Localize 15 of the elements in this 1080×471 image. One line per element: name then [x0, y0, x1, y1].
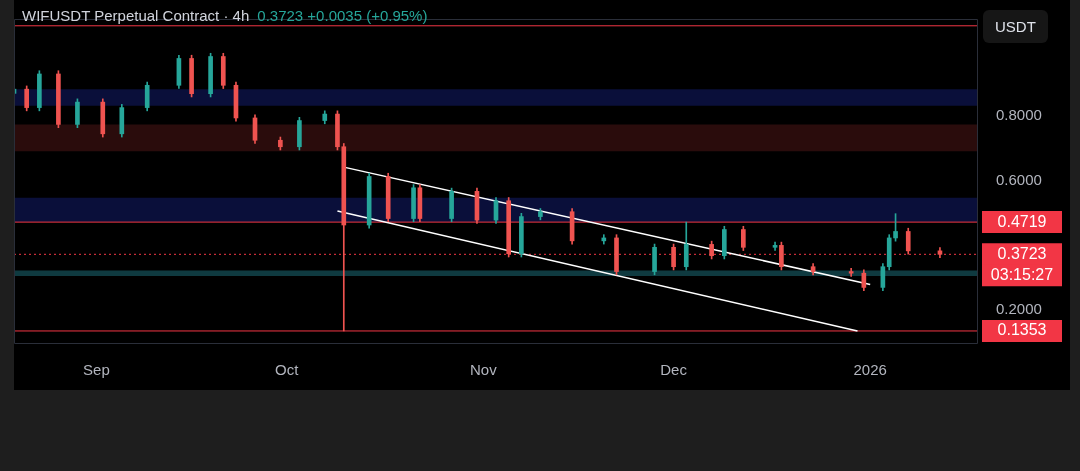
x-tick-label: 2026 [853, 361, 887, 379]
y-tick-label: 0.2000 [996, 300, 1042, 318]
x-tick-label: Dec [660, 361, 688, 379]
x-tick-label: Nov [469, 361, 498, 379]
ref-line-label: 0.1353 [997, 321, 1047, 339]
ref-line-label: 0.4719 [997, 212, 1047, 230]
chart-title: WIFUSDT Perpetual Contract · 4h [22, 7, 250, 24]
y-tick-label: 0.8000 [996, 106, 1042, 124]
text: 03:15:27 [990, 265, 1054, 283]
x-tick-label: Oct [275, 361, 300, 379]
ref-line-label: 0.3723 [997, 244, 1047, 262]
x-tick-label: Sep [83, 361, 110, 379]
y-tick-label: 0.6000 [996, 170, 1042, 188]
y-axis-title: USDT [983, 10, 1048, 43]
chart-subtitle: 0.3723 +0.0035 (+0.95%) [257, 7, 428, 24]
